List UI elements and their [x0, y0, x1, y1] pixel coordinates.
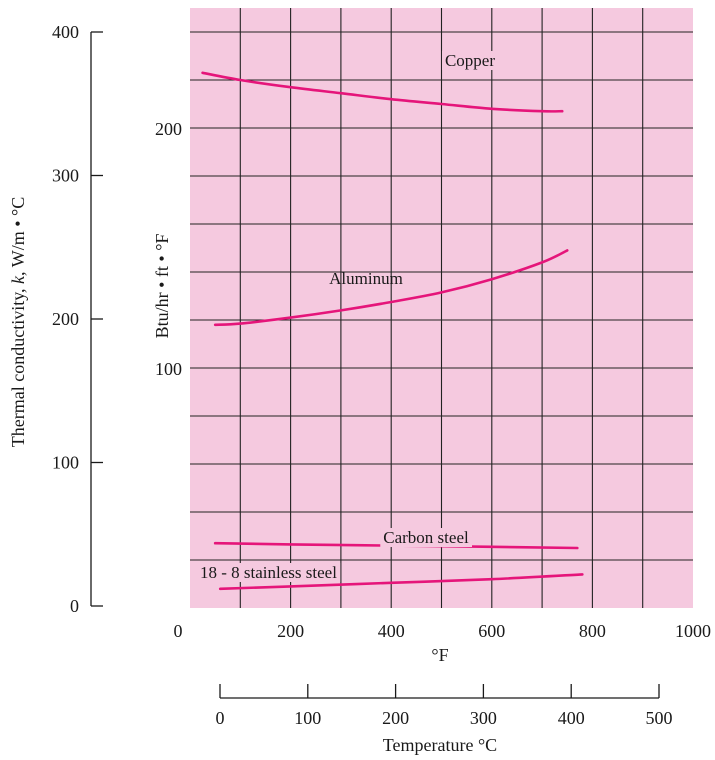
- btu-axis-tick-label: 100: [155, 359, 182, 379]
- series-label: Aluminum: [329, 269, 403, 288]
- fahrenheit-axis-label: °F: [431, 645, 448, 665]
- series-label: Copper: [445, 51, 495, 70]
- series-line-copper: [201, 71, 564, 113]
- fahrenheit-axis-tick-label: 400: [378, 621, 405, 641]
- left-axis-tick-label: 0: [70, 596, 79, 616]
- celsius-axis-tick-label: 200: [382, 708, 409, 728]
- celsius-axis-tick-label: 500: [646, 708, 673, 728]
- series-labels: Copper Aluminum Carbon steel 18 - 8 stainle…: [197, 51, 499, 582]
- celsius-axis-tick-label: 400: [558, 708, 585, 728]
- series-line-aluminum: [213, 249, 569, 327]
- fahrenheit-axis-tick-label: 200: [277, 621, 304, 641]
- series-line-18-8-stainless-steel: [218, 573, 584, 591]
- fahrenheit-axis-ticks: 0 200 400 600 800 1000: [174, 621, 712, 641]
- series-label-backdrop: [380, 528, 472, 547]
- series-label: Carbon steel: [383, 528, 469, 547]
- fahrenheit-axis-tick-label: 600: [478, 621, 505, 641]
- fahrenheit-axis-tick-label: 1000: [675, 621, 711, 641]
- left-axis-tick-label: 200: [52, 309, 79, 329]
- celsius-axis-tick-label: 0: [216, 708, 225, 728]
- btu-axis-label: Btu/hr • ft • °F: [152, 234, 172, 339]
- grid: [190, 8, 693, 608]
- series-label-backdrop: [441, 51, 499, 70]
- celsius-axis-tick-label: 100: [294, 708, 321, 728]
- left-axis-tick-label: 400: [52, 22, 79, 42]
- left-axis-tick-label: 300: [52, 166, 79, 186]
- celsius-axis-tick-label: 300: [470, 708, 497, 728]
- fahrenheit-axis-tick-label: 0: [174, 621, 183, 641]
- celsius-axis-label: Temperature °C: [383, 735, 497, 755]
- btu-axis-ticks: 100 200: [155, 119, 182, 379]
- btu-axis-tick-label: 200: [155, 119, 182, 139]
- left-axis-label: Thermal conductivity, k, W/m • °C: [8, 197, 28, 447]
- series-label: 18 - 8 stainless steel: [200, 563, 337, 582]
- celsius-axis-ticks: 0 100 200 300 400 500: [216, 684, 673, 728]
- left-axis-tick-label: 100: [52, 453, 79, 473]
- left-axis-ticks: 0 100 200 300 400: [52, 22, 103, 616]
- fahrenheit-axis-tick-label: 800: [579, 621, 606, 641]
- series-label-backdrop: [197, 563, 341, 582]
